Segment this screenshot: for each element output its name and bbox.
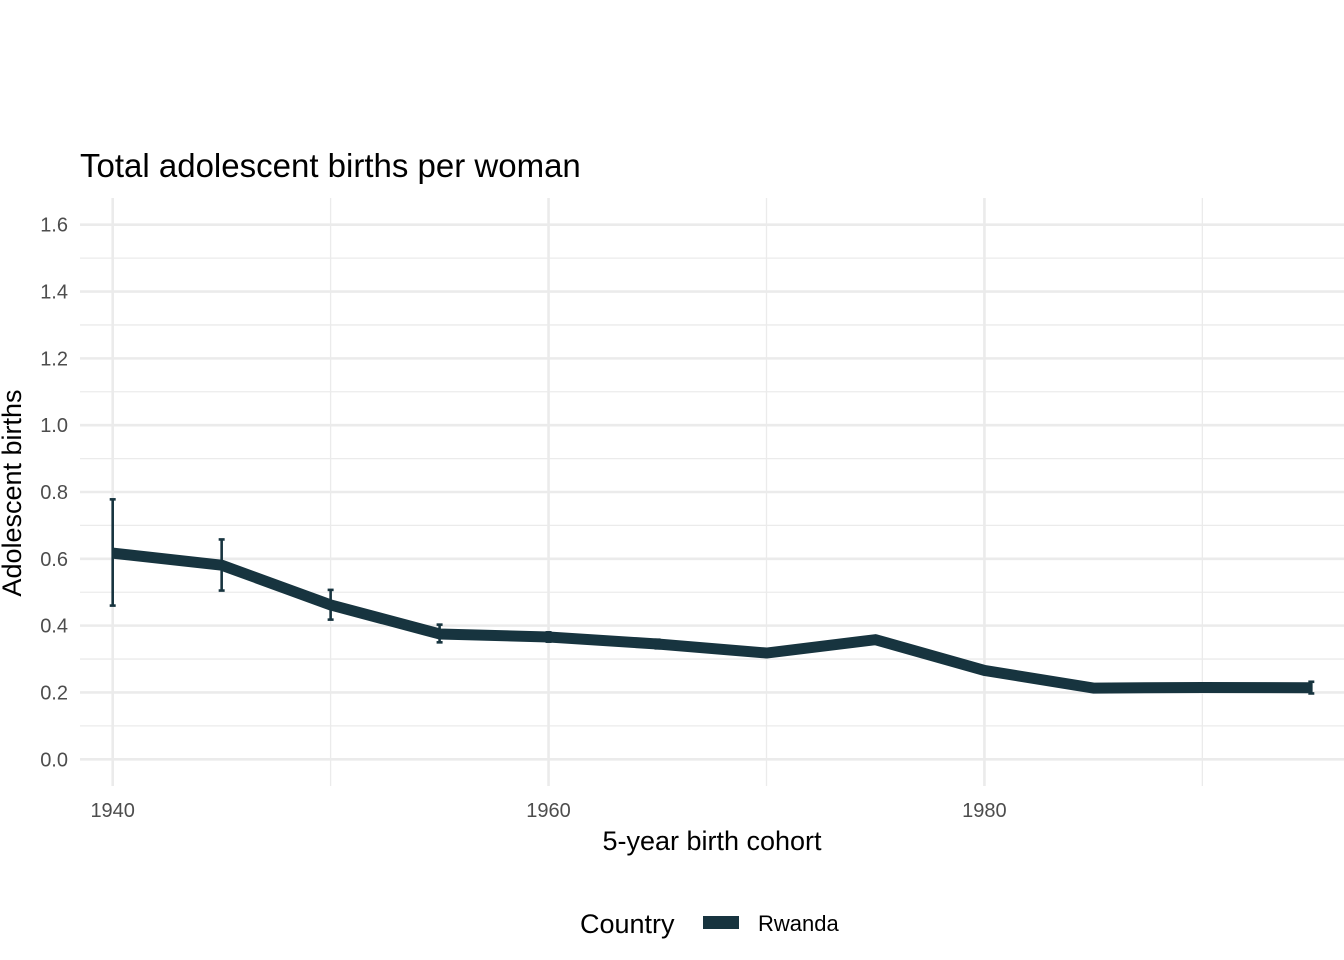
y-tick-label: 0.8 <box>40 482 68 504</box>
tick-labels: 0.0 0.2 0.4 0.6 0.8 1.0 1.2 1.4 1.6 1940 1960 1980 <box>40 215 1006 822</box>
major-gridlines <box>80 198 1344 786</box>
y-tick-label: 1.0 <box>40 415 68 437</box>
x-tick-label: 1940 <box>90 800 135 822</box>
y-tick-label: 0.2 <box>40 682 68 704</box>
y-tick-label: 1.6 <box>40 215 68 237</box>
y-tick-label: 0.6 <box>40 549 68 571</box>
y-tick-label: 1.4 <box>40 282 68 304</box>
y-axis-title: Adolescent births <box>0 389 27 596</box>
chart-title: Total adolescent births per woman <box>80 147 581 184</box>
x-axis-title: 5-year birth cohort <box>602 826 822 856</box>
series-line-rwanda <box>112 547 1312 694</box>
series-layer <box>109 498 1315 695</box>
legend: Country Rwanda <box>580 909 839 939</box>
y-tick-label: 1.2 <box>40 348 68 370</box>
legend-title: Country <box>580 909 675 939</box>
y-tick-label: 0.4 <box>40 616 68 638</box>
y-tick-label: 0.0 <box>40 749 68 771</box>
legend-swatch-rwanda <box>703 916 739 929</box>
x-tick-label: 1980 <box>962 800 1007 822</box>
legend-label-rwanda: Rwanda <box>758 911 839 936</box>
x-tick-label: 1960 <box>526 800 571 822</box>
